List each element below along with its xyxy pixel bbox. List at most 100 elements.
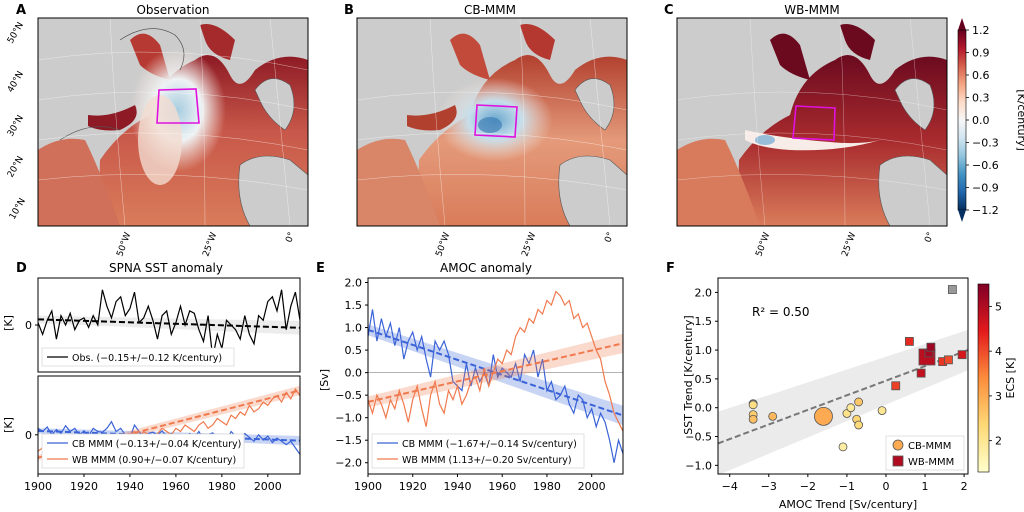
panel-d: D SPNA SST anomaly 0 0 1900 1920 1940 1960 198… — [2, 261, 301, 493]
trend-band — [368, 324, 623, 426]
xtick-label-f: −3 — [761, 480, 777, 493]
legend-label-f-wb: WB-MMM — [908, 457, 954, 468]
svg-text:50°W: 50°W — [115, 231, 133, 258]
xtick-label-d: 1960 — [162, 480, 190, 493]
map-panel-a: A Observation — [6, 3, 309, 258]
legend-label-e-cb: CB MMM (−1.67+/−0.14 Sv/century) — [402, 439, 577, 450]
map-panel-c: C WB-MMM 50°W 25°W 0° — [664, 3, 948, 258]
ecs-colorbar-tick-label: 2 — [995, 435, 1002, 448]
xtick-label-e: 1900 — [354, 480, 382, 493]
xtick-label-d: 2000 — [254, 480, 282, 493]
cb-point-0 — [748, 400, 758, 410]
cb-point-9 — [854, 420, 864, 430]
svg-text:25°W: 25°W — [201, 231, 219, 258]
trend-line-1 — [367, 342, 624, 403]
ytick-label-e: 2.0 — [345, 277, 363, 290]
axes-frame-f — [717, 277, 969, 475]
xtick-label-e: 1980 — [533, 480, 561, 493]
ytick-label-e: 1.0 — [345, 322, 363, 335]
xtick-label-d: 1940 — [116, 480, 144, 493]
colorbar-label: [K/century] — [1015, 89, 1024, 151]
map-field-b — [357, 18, 627, 226]
panel-letter-e: E — [316, 261, 325, 276]
legend-box-d-bottom — [41, 433, 245, 469]
legend-label-e-wb: WB MMM (1.13+/−0.20 Sv/century) — [402, 455, 572, 466]
panel-letter-d: D — [16, 261, 27, 276]
ytick-label-f: −0.5 — [685, 431, 712, 444]
svg-text:50°W: 50°W — [754, 231, 772, 258]
ytick-label-d: 0 — [25, 319, 32, 332]
panel-letter-f: F — [666, 261, 675, 276]
panel-letter-a: A — [16, 3, 26, 18]
svg-text:0°: 0° — [923, 231, 936, 244]
xtick-label-e: 1920 — [399, 480, 427, 493]
r-squared-annotation: R² = 0.50 — [752, 305, 810, 319]
colorbar-gradient — [957, 29, 967, 211]
wb-point-6 — [926, 342, 936, 352]
ytick-label-f: 1.0 — [695, 344, 713, 357]
spna-box-c — [792, 105, 836, 141]
wb-point-0 — [891, 381, 901, 391]
ytick-label-e: 0.0 — [345, 367, 363, 380]
colorbar-tick-label: −0.6 — [972, 159, 999, 172]
legend-box-d-top — [41, 347, 235, 367]
ytick-label-e: −0.5 — [335, 389, 362, 402]
lat-labels-a: 50°N 40°N 30°N 20°N 10°N — [6, 21, 28, 222]
xlabel-f: AMOC Trend [Sv/century] — [779, 498, 917, 511]
panel-title-e: AMOC anomaly — [440, 261, 532, 275]
ylabel-e: [Sv] — [318, 369, 331, 391]
colorbar-tick-label: 0.9 — [972, 47, 990, 60]
series-line-1 — [367, 290, 624, 432]
wb-point-9 — [957, 350, 967, 360]
lon-labels-a: 50°W 25°W 0° — [115, 231, 297, 258]
map-colorbar: 1.2 0.9 0.6 0.3 0.0 −0.3 −0.6 −0.9 −1.2 [K/centu… — [957, 18, 1024, 222]
svg-text:40°N: 40°N — [6, 70, 26, 95]
cb-point-11 — [877, 406, 887, 415]
cb-point-3 — [768, 411, 778, 421]
cb-point-2 — [748, 414, 758, 424]
xtick-label-f: −2 — [800, 480, 816, 493]
svg-text:30°N: 30°N — [6, 114, 26, 139]
svg-text:25°W: 25°W — [520, 231, 538, 258]
colorbar-tick-label: −0.3 — [972, 137, 999, 150]
cb-point-4 — [814, 406, 833, 426]
xtick-label-f: 1 — [922, 480, 929, 493]
colorbar-bottom-arrow — [958, 210, 966, 222]
panel-title-c: WB-MMM — [784, 3, 840, 17]
xtick-label-e: 1960 — [488, 480, 516, 493]
ytick-label-f: 0.0 — [695, 402, 713, 415]
svg-text:50°N: 50°N — [6, 21, 26, 46]
colorbar-tick-label: −0.9 — [972, 182, 999, 195]
svg-text:25°W: 25°W — [840, 231, 858, 258]
spna-box-a — [156, 88, 200, 124]
grey-point-0 — [947, 285, 957, 294]
xtick-label-d: 1980 — [208, 480, 236, 493]
wb-point-2 — [916, 368, 926, 378]
ytick-label-e: −2.0 — [335, 457, 362, 470]
ylabel-d-bottom: [K] — [2, 417, 15, 433]
map-field-c — [677, 18, 947, 226]
svg-text:50°W: 50°W — [434, 231, 452, 258]
ecs-colorbar-tick-label: 5 — [995, 300, 1002, 313]
trend-line-0 — [37, 318, 301, 329]
panel-title-a: Observation — [136, 3, 209, 17]
svg-text:20°N: 20°N — [6, 155, 26, 180]
legend-marker-cb — [892, 439, 904, 451]
ecs-colorbar-gradient — [977, 283, 990, 473]
wb-point-8 — [944, 355, 953, 365]
colorbar-tick-label: 1.2 — [972, 24, 990, 37]
regression-band — [718, 329, 968, 476]
axes-frame — [37, 375, 301, 475]
panel-title-b: CB-MMM — [464, 3, 516, 17]
svg-text:0°: 0° — [603, 231, 616, 244]
legend-label-obs: Obs. (−0.15+/−0.12 K/century) — [72, 353, 222, 364]
lon-labels-b: 50°W 25°W 0° — [434, 231, 616, 258]
spna-box-b — [474, 104, 518, 138]
svg-text:0°: 0° — [284, 231, 297, 244]
cb-point-10 — [838, 442, 848, 452]
ytick-label-e: −1.0 — [335, 412, 362, 425]
xtick-label-f: −1 — [839, 480, 855, 493]
trend-band — [368, 333, 623, 408]
panel-e: E AMOC anomaly 2.0 1.5 1.0 0.5 0.0 −0.5 −1.0 −1… — [316, 261, 624, 493]
